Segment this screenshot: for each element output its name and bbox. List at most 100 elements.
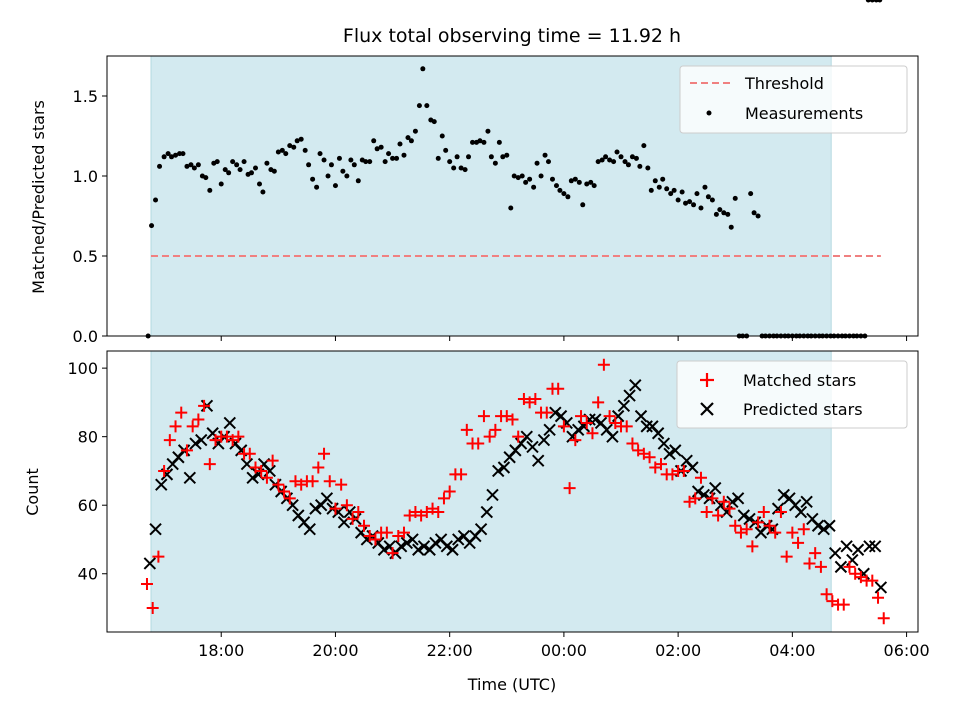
measurement-point	[283, 151, 289, 157]
matched-star-point	[877, 612, 890, 625]
predicted-star-point	[429, 536, 442, 550]
measurement-point	[622, 159, 628, 165]
measurement-point	[679, 189, 685, 195]
matched-star-point	[757, 506, 770, 519]
top-legend: Threshold Measurements	[679, 65, 908, 134]
matched-star-point	[689, 492, 702, 505]
measurement-point	[625, 162, 631, 168]
measurement-point	[713, 211, 719, 217]
bottom-x-ticks: 18:00 20:00 22:00 00:00 02:00 04:00 06:00	[198, 632, 930, 660]
matched-star-point	[283, 492, 296, 505]
measurement-point	[865, 0, 871, 3]
predicted-star-point	[195, 433, 208, 447]
predicted-star-point	[571, 423, 585, 437]
measurement-point	[485, 128, 491, 134]
matched-star-point	[729, 519, 742, 532]
legend-predicted-label: Predicted stars	[743, 400, 863, 419]
measurement-point	[732, 195, 738, 201]
predicted-star-point	[874, 581, 888, 594]
matched-star-point	[820, 588, 833, 601]
measurement-point	[230, 159, 236, 165]
measurement-point	[725, 211, 731, 217]
measurement-point	[317, 151, 323, 157]
measurement-point	[173, 152, 179, 158]
legend-measurements-label: Measurements	[745, 104, 863, 123]
matched-star-point	[203, 458, 216, 471]
measurement-point	[401, 152, 407, 158]
matched-star-point	[397, 526, 410, 539]
matched-star-point	[580, 416, 593, 429]
measurement-point	[386, 151, 392, 157]
measurement-point	[203, 175, 209, 181]
measurement-point	[378, 144, 384, 150]
measurement-point	[523, 179, 529, 185]
predicted-star-point	[629, 379, 642, 392]
predicted-star-point	[492, 464, 505, 478]
x-tick-label: 06:00	[884, 641, 930, 660]
legend-matched-swatch	[700, 373, 714, 387]
measurement-point	[306, 162, 312, 168]
measurement-point	[595, 159, 601, 165]
measurement-point	[314, 184, 320, 190]
predicted-star-point	[823, 519, 836, 532]
predicted-star-point	[669, 444, 682, 457]
y-tick-label: 80	[78, 428, 98, 447]
measurement-point	[195, 162, 201, 168]
matched-star-point	[774, 506, 787, 519]
measurement-point	[348, 157, 354, 163]
matched-star-point	[169, 420, 182, 433]
predicted-star-point	[417, 540, 431, 553]
predicted-star-point	[800, 495, 813, 508]
matched-star-point	[152, 550, 165, 563]
legend-predicted-swatch	[700, 402, 714, 416]
measurement-point	[668, 191, 674, 197]
matched-star-point	[809, 547, 822, 560]
measurement-point	[607, 157, 613, 163]
top-axes-frame	[106, 55, 919, 337]
matched-star-point	[180, 444, 193, 457]
measurement-point	[188, 162, 194, 168]
matched-star-point	[763, 519, 776, 532]
matched-star-point	[346, 512, 359, 525]
predicted-star-point	[452, 533, 465, 546]
predicted-star-point	[537, 433, 551, 447]
x-tick-label: 20:00	[312, 641, 358, 660]
y-tick-label: 40	[78, 565, 98, 584]
measurement-point	[557, 187, 563, 193]
x-tick-label: 18:00	[198, 641, 244, 660]
measurement-point	[508, 205, 514, 211]
measurement-point	[641, 143, 647, 149]
measurement-point	[614, 149, 620, 155]
matched-star-point	[706, 492, 719, 505]
matched-star-point	[837, 598, 850, 611]
predicted-star-point	[474, 522, 488, 536]
measurement-point	[568, 178, 574, 184]
predicted-star-point	[246, 471, 259, 485]
measurement-point	[241, 159, 247, 165]
measurement-point	[169, 154, 175, 160]
measurement-point	[515, 175, 521, 181]
measurement-point	[477, 138, 483, 144]
measurement-points	[145, 0, 883, 339]
measurement-point	[451, 165, 457, 171]
matched-star-point	[592, 396, 605, 409]
matched-star-point	[140, 578, 153, 591]
matched-star-point	[255, 464, 268, 477]
measurement-point	[226, 170, 232, 176]
measurement-point	[291, 144, 297, 150]
matched-star-point	[266, 454, 279, 467]
predicted-star-point	[143, 557, 157, 570]
predicted-star-point	[863, 540, 876, 553]
measurement-point	[717, 207, 723, 213]
matched-star-point	[460, 423, 473, 436]
measurement-point	[264, 160, 270, 166]
matched-star-point	[146, 602, 159, 615]
measurement-point	[382, 159, 388, 165]
matched-star-point	[529, 392, 542, 405]
measurement-point	[157, 163, 163, 169]
matched-star-point	[786, 526, 799, 539]
matched-star-point	[740, 523, 753, 536]
measurement-point	[565, 194, 571, 200]
measurement-point	[279, 147, 285, 153]
matched-star-point	[506, 413, 519, 426]
